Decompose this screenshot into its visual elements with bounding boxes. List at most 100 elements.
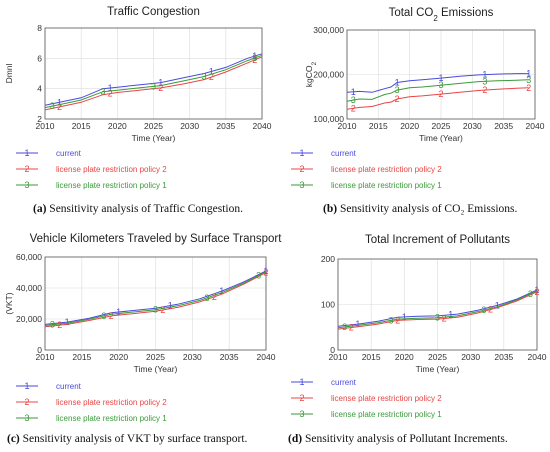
series-marker-1: 1 xyxy=(65,317,70,327)
series-marker-2: 2 xyxy=(212,292,217,302)
series-marker-2: 2 xyxy=(488,305,493,315)
series-marker-3: 3 xyxy=(256,270,261,280)
x-tick-label: 2035 xyxy=(494,352,513,362)
x-tick-label: 2030 xyxy=(461,352,480,362)
series-marker-2: 2 xyxy=(209,72,214,82)
caption-a-text: Sensitivity analysis of Traffic Congesti… xyxy=(46,203,243,215)
series-marker-1: 1 xyxy=(534,285,539,295)
x-tick-label: 2020 xyxy=(108,121,127,131)
legend-label-1: current xyxy=(331,149,357,158)
series-line-1 xyxy=(337,289,538,327)
y-tick-label: 100,000 xyxy=(313,114,344,124)
legend-label-1: current xyxy=(331,378,357,387)
series-marker-3: 3 xyxy=(435,313,440,323)
series-marker-2: 2 xyxy=(438,89,443,99)
legend-marker-1: 1 xyxy=(299,377,304,387)
series-marker-1: 1 xyxy=(402,312,407,322)
series-marker-1: 1 xyxy=(351,87,356,97)
series-marker-3: 3 xyxy=(351,95,356,105)
series-line-3 xyxy=(44,54,263,109)
legend-marker-2: 2 xyxy=(299,164,304,174)
chart-panel-traffic-congestion: Traffic Congestion 2010 2015 2020 2025 2030 20… xyxy=(0,0,275,226)
x-tick-label: 2025 xyxy=(432,121,451,131)
x-tick-label: 2035 xyxy=(220,352,239,362)
series-marker-3: 3 xyxy=(153,305,158,315)
caption-d-text: Sensitivity analysis of Pollutant Increm… xyxy=(302,433,508,445)
series-marker-3: 3 xyxy=(395,85,400,95)
series-line-1 xyxy=(44,53,263,106)
series-marker-1: 1 xyxy=(395,78,400,88)
series-line-3 xyxy=(346,79,529,102)
chart-title: Total CO2 Emissions xyxy=(389,7,494,23)
x-tick-label: 2030 xyxy=(463,121,482,131)
x-tick-label: 2020 xyxy=(109,352,128,362)
series-marker-3: 3 xyxy=(151,81,156,91)
series-marker-1: 1 xyxy=(209,66,214,76)
caption-b: (b) Sensitivity analysis of CO₂ Emission… xyxy=(323,203,517,215)
y-tick-label: 4 xyxy=(37,84,42,94)
x-tick-label: 2030 xyxy=(183,352,202,362)
x-tick-label: 2010 xyxy=(329,352,348,362)
series-marker-1: 1 xyxy=(438,73,443,83)
series-marker-3: 3 xyxy=(252,53,257,63)
y-axis-label: Dmnl xyxy=(4,63,14,83)
y-tick-label: 200 xyxy=(321,254,335,264)
legend-marker-3: 3 xyxy=(299,180,304,190)
series-marker-3: 3 xyxy=(100,87,105,97)
series-marker-1: 1 xyxy=(448,310,453,320)
series-line-2 xyxy=(44,272,267,328)
series-marker-2: 2 xyxy=(526,83,531,93)
y-axis-label: kgCO2 xyxy=(304,61,318,87)
series-marker-1: 1 xyxy=(526,69,531,79)
series-marker-2: 2 xyxy=(109,311,114,321)
series-marker-3: 3 xyxy=(438,80,443,90)
legend-label-2: license plate restriction policy 2 xyxy=(56,398,167,407)
caption-d-label: (d) xyxy=(288,433,303,445)
y-tick-label: 20,000 xyxy=(16,314,42,324)
series-line-3 xyxy=(44,271,267,326)
plot-frame xyxy=(346,29,536,120)
series-line-2 xyxy=(44,56,263,111)
x-tick-label: 2040 xyxy=(526,121,545,131)
chart-title: Traffic Congestion xyxy=(107,6,200,18)
chart-traffic-congestion: Traffic Congestion 2010 2015 2020 2025 2030 20… xyxy=(4,6,272,190)
legend-marker-2: 2 xyxy=(24,397,29,407)
series-marker-3: 3 xyxy=(202,72,207,82)
x-tick-label: 2025 xyxy=(146,352,165,362)
x-tick-label: 2025 xyxy=(428,352,447,362)
y-tick-label: 0 xyxy=(37,345,42,355)
x-tick-label: 2015 xyxy=(369,121,388,131)
series-marker-2: 2 xyxy=(158,83,163,93)
plot-frame xyxy=(337,258,538,351)
y-tick-label: 2 xyxy=(37,114,42,124)
x-axis-label: Time (Year) xyxy=(419,133,463,143)
series-marker-3: 3 xyxy=(389,315,394,325)
chart-vkt: Vehicle Kilometers Traveled by Surface T… xyxy=(4,233,282,423)
series-marker-3: 3 xyxy=(481,305,486,315)
y-tick-label: 40,000 xyxy=(16,283,42,293)
series-marker-3: 3 xyxy=(528,289,533,299)
x-tick-label: 2040 xyxy=(528,352,547,362)
legend-label-1: current xyxy=(56,149,82,158)
x-tick-label: 2015 xyxy=(72,352,91,362)
chart-title: Vehicle Kilometers Traveled by Surface T… xyxy=(30,233,283,245)
series-marker-1: 1 xyxy=(168,301,173,311)
series-marker-3: 3 xyxy=(50,320,55,330)
legend-label-3: license plate restriction policy 1 xyxy=(56,414,167,423)
series-marker-1: 1 xyxy=(116,307,121,317)
series-line-2 xyxy=(346,87,529,110)
caption-b-label: (b) xyxy=(323,203,338,215)
y-tick-label: 8 xyxy=(37,23,42,33)
caption-c: (c) Sensitivity analysis of VKT by surfa… xyxy=(7,433,247,445)
x-axis-label: Time (Year) xyxy=(416,364,460,374)
chart-panel-vkt: Vehicle Kilometers Traveled by Surface T… xyxy=(0,226,282,452)
legend-marker-1: 1 xyxy=(299,148,304,158)
y-axis-label: (VKT) xyxy=(4,292,14,314)
y-tick-label: 0 xyxy=(330,345,335,355)
legend-marker-3: 3 xyxy=(299,409,304,419)
series-marker-2: 2 xyxy=(351,103,356,113)
x-tick-label: 2025 xyxy=(144,121,163,131)
series-marker-2: 2 xyxy=(395,94,400,104)
legend-label-3: license plate restriction policy 1 xyxy=(331,410,442,419)
